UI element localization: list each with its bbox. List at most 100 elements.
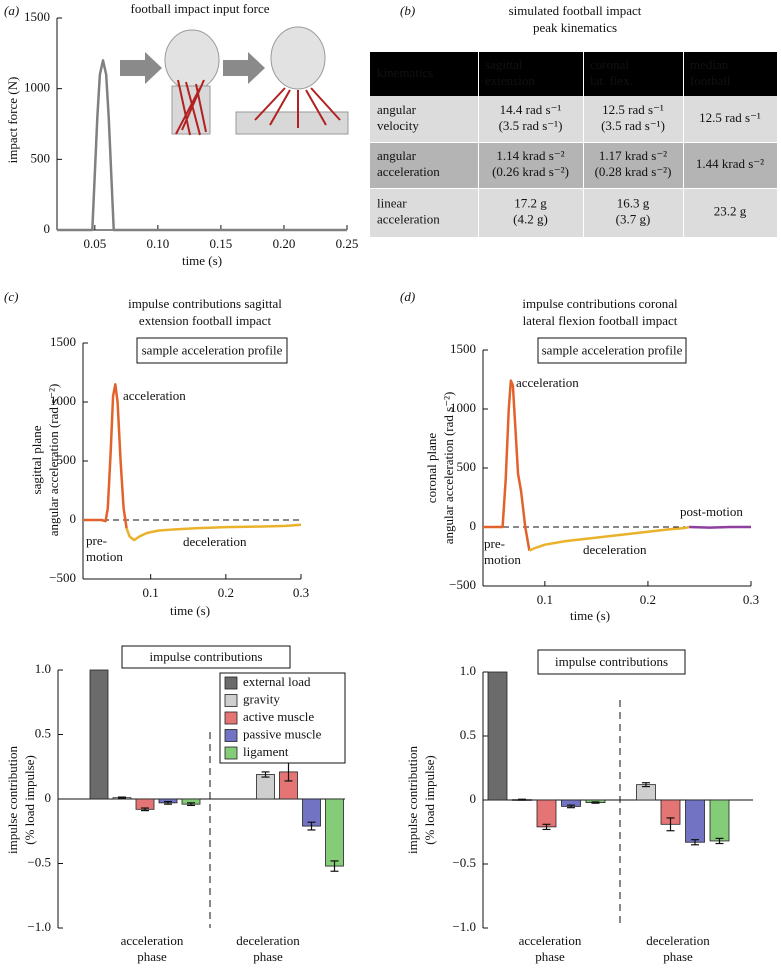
shoulders [235,111,349,135]
y-axis-label: angular acceleration (rad s⁻²) [441,392,456,545]
y-tick-label: −0.5 [27,854,51,869]
y-tick-label: −1.0 [27,919,51,934]
skull [164,29,220,91]
table-cell [479,189,583,237]
arrow [120,52,162,84]
table-text: 12.5 rad s⁻¹ [602,102,664,117]
legend-label: external load [243,674,311,689]
panel-label: (a) [4,3,19,18]
x-axis-label: time (s) [182,253,222,268]
table-text: (3.5 rad s⁻¹) [601,118,665,133]
illustration [120,26,349,136]
chart-title: extension football impact [139,313,272,328]
x-tick-label: 0.05 [83,236,106,251]
category-label: acceleration [121,933,184,948]
table-cell [479,96,583,142]
category-label: deceleration [236,933,300,948]
table-text: 1.44 krad s⁻² [696,156,764,171]
x-tick-label: 0.3 [293,585,309,600]
y-tick-label: 1500 [50,334,76,349]
legend-label: gravity [243,691,280,706]
table-text: angular [377,102,417,117]
table-text: 17.2 g [514,195,547,210]
table-header: sagittal [485,57,523,72]
legend-swatch [224,694,238,707]
bar [487,671,508,801]
x-tick-label: 0.15 [210,236,233,251]
table-text: 14.4 rad s⁻¹ [500,102,562,117]
y-tick-label: 500 [57,452,77,467]
x-tick-label: 0.2 [640,592,656,607]
data-line [83,383,128,529]
data-line [483,379,531,551]
y-tick-label: −0.5 [452,855,476,870]
table-header: coronal [590,57,629,72]
table-cell [684,189,777,237]
table-text: velocity [377,118,419,133]
legend-box [219,672,346,764]
panel-label: (c) [4,289,18,304]
data-line [57,59,347,232]
table-cell [584,143,683,188]
table-header: lat. flex. [590,73,633,88]
table-cell [479,143,583,188]
y-axis-label: impulse contribution [5,746,20,854]
box-title: sample acceleration profile [142,342,283,357]
bar [709,799,730,842]
table-cell [584,52,683,96]
table-text: (3.5 rad s⁻¹) [499,118,563,133]
category-label: phase [253,949,283,964]
table-cell [584,96,683,142]
annotation: motion [86,549,123,564]
category-label: deceleration [646,933,710,948]
annotation: pre- [484,536,505,551]
chart-title: impulse contributions coronal [522,296,678,311]
table-header: extension [485,73,535,88]
title-box [136,337,288,364]
legend-label: active muscle [243,709,314,724]
box-title: impulse contributions [149,649,262,664]
table-cell [684,52,777,96]
y-axis-label: angular acceleration (rad s⁻²) [46,384,61,537]
table-text: (3.7 g) [616,211,651,226]
annotation: pre- [86,533,107,548]
table-header: kinematics [377,65,433,80]
y-axis-label: sagittal plane [29,425,44,494]
x-tick-label: 0.10 [146,236,169,251]
skull [270,26,326,90]
table-text: (0.28 krad s⁻²) [595,164,672,179]
y-tick-label: 500 [31,150,51,165]
y-tick-label: 0.5 [460,727,476,742]
legend-label: ligament [243,744,289,759]
table-cell [479,52,583,96]
box-title: impulse contributions [555,654,668,669]
data-line [689,525,751,529]
y-tick-label: 1500 [24,9,50,24]
table-cell [370,189,478,237]
x-tick-label: 0.3 [743,592,759,607]
bar [256,774,275,800]
table-text: 16.3 g [617,195,650,210]
table-cell [370,52,478,96]
x-tick-label: 0.1 [143,585,159,600]
y-axis-label: (% load impulse) [22,755,37,845]
y-tick-label: 0 [70,511,77,526]
legend-swatch [224,746,238,760]
table-text: acceleration [377,211,440,226]
table-cell [584,189,683,237]
y-tick-label: 0 [44,221,51,236]
annotation: acceleration [516,375,579,390]
y-tick-label: 0 [470,518,477,533]
legend-swatch [224,676,238,690]
table-cell [684,143,777,188]
x-tick-label: 0.2 [218,585,234,600]
data-line [528,525,690,552]
table-cell [684,96,777,142]
y-tick-label: 500 [457,459,477,474]
bar [536,799,557,828]
chart-title: lateral flexion football impact [523,313,678,328]
annotation: deceleration [183,534,247,549]
table-text: 23.2 g [714,203,747,218]
table-text: angular [377,148,417,163]
